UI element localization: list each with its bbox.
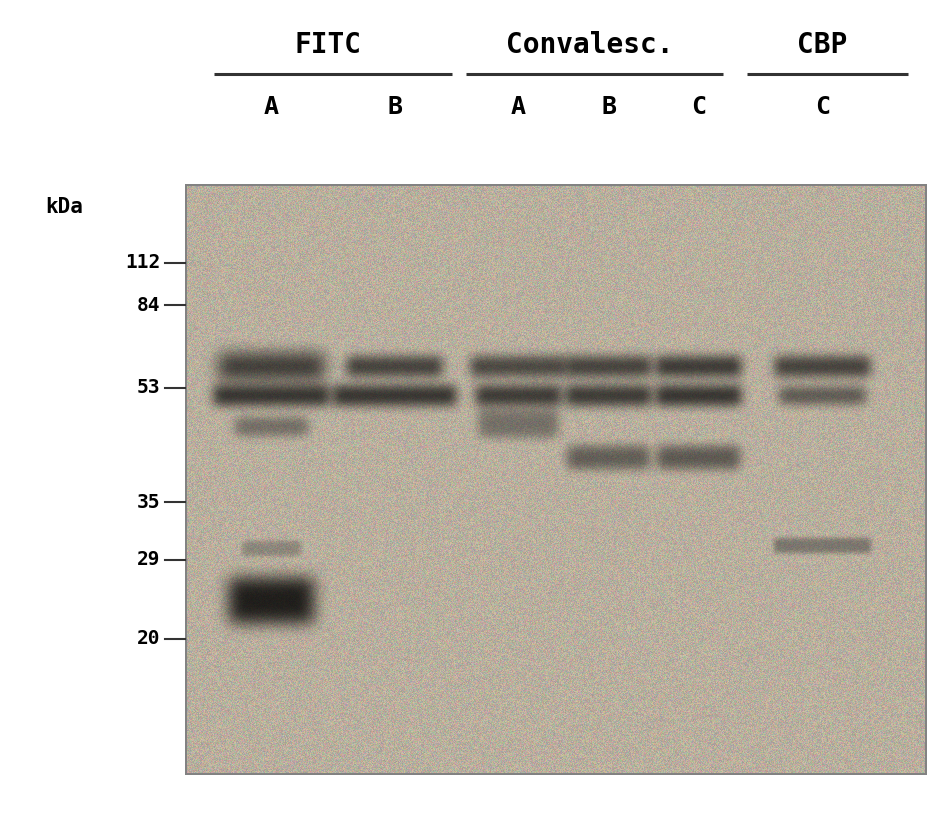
Text: 53: 53: [137, 378, 161, 397]
Text: 20: 20: [137, 629, 161, 649]
Text: 29: 29: [137, 550, 161, 570]
Text: FITC: FITC: [295, 31, 361, 59]
Text: kDa: kDa: [46, 197, 84, 217]
Text: B: B: [601, 94, 616, 119]
Text: 35: 35: [137, 493, 161, 512]
Text: Convalesc.: Convalesc.: [506, 31, 673, 59]
Text: A: A: [263, 94, 279, 119]
Text: A: A: [511, 94, 526, 119]
Text: C: C: [691, 94, 707, 119]
Text: B: B: [387, 94, 402, 119]
Text: 112: 112: [126, 253, 161, 273]
Text: 84: 84: [137, 296, 161, 315]
Text: CBP: CBP: [798, 31, 847, 59]
Text: C: C: [815, 94, 830, 119]
